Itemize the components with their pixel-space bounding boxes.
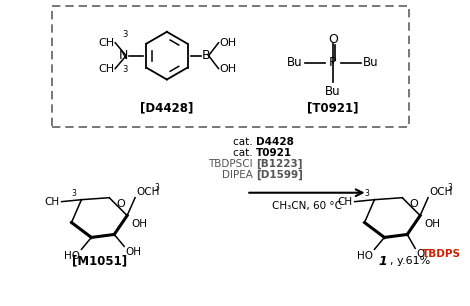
Text: D4428: D4428 xyxy=(256,137,294,147)
Text: DIPEA: DIPEA xyxy=(222,170,256,180)
Text: CH₃CN, 60 °C: CH₃CN, 60 °C xyxy=(272,201,342,211)
Text: OCH: OCH xyxy=(136,187,159,197)
Text: O: O xyxy=(117,199,125,209)
Text: 3: 3 xyxy=(365,189,369,198)
Text: OH: OH xyxy=(131,218,147,229)
Text: O: O xyxy=(410,199,419,209)
Text: N: N xyxy=(119,49,128,62)
Text: 3: 3 xyxy=(122,65,127,74)
Text: HO: HO xyxy=(358,251,374,261)
Text: TBDPS: TBDPS xyxy=(422,249,461,259)
Text: P: P xyxy=(329,56,337,69)
Text: CH: CH xyxy=(98,64,114,73)
Text: 3: 3 xyxy=(447,183,452,192)
Text: 3: 3 xyxy=(154,183,159,192)
Text: , y.61%: , y.61% xyxy=(391,256,431,266)
Text: O: O xyxy=(328,33,337,46)
Text: Bu: Bu xyxy=(287,56,303,69)
Text: CH: CH xyxy=(337,197,352,207)
Text: CH: CH xyxy=(98,38,114,48)
Text: cat.: cat. xyxy=(234,148,256,158)
Text: T0921: T0921 xyxy=(256,148,292,158)
Text: OH: OH xyxy=(219,64,236,73)
Text: 3: 3 xyxy=(71,189,77,198)
Text: OH: OH xyxy=(424,218,440,229)
Text: [D1599]: [D1599] xyxy=(256,170,303,180)
Text: [M1051]: [M1051] xyxy=(72,255,127,268)
Text: Bu: Bu xyxy=(362,56,378,69)
Text: B: B xyxy=(202,49,210,62)
Text: [T0921]: [T0921] xyxy=(307,102,359,115)
Text: O: O xyxy=(416,249,424,259)
Text: cat.: cat. xyxy=(234,137,256,147)
Text: HO: HO xyxy=(64,251,80,261)
Text: TBDPSCl: TBDPSCl xyxy=(208,159,256,169)
Text: [B1223]: [B1223] xyxy=(256,159,303,169)
Text: CH: CH xyxy=(45,197,60,207)
Text: [D4428]: [D4428] xyxy=(140,102,194,115)
Text: OH: OH xyxy=(219,38,236,48)
Text: 3: 3 xyxy=(122,30,127,39)
Text: OH: OH xyxy=(125,247,141,257)
Text: OCH: OCH xyxy=(429,187,453,197)
Text: 1: 1 xyxy=(378,255,387,268)
Text: Bu: Bu xyxy=(325,85,341,99)
